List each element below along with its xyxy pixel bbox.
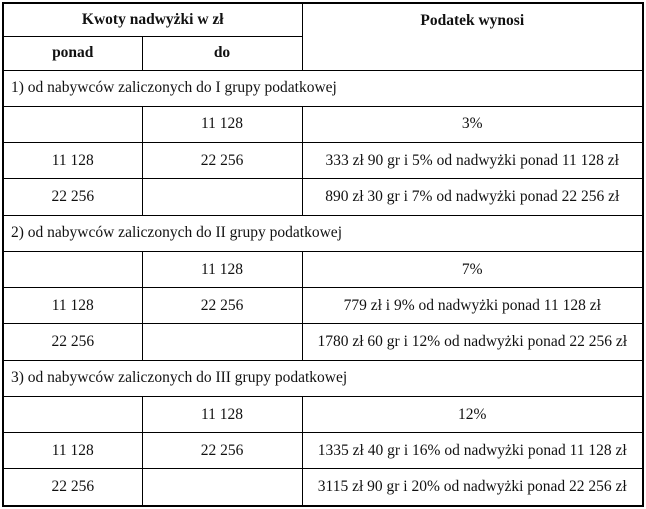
cell-tax: 3115 zł 90 gr i 20% od nadwyżki ponad 22… bbox=[301, 468, 644, 507]
cell-tax: 779 zł i 9% od nadwyżki ponad 11 128 zł bbox=[301, 287, 644, 325]
cell-tax: 1780 zł 60 gr i 12% od nadwyżki ponad 22… bbox=[301, 323, 644, 361]
table-row: 22 256 3115 zł 90 gr i 20% od nadwyżki p… bbox=[2, 468, 644, 507]
cell-to: 11 128 bbox=[141, 250, 303, 289]
cell-to: 22 256 bbox=[141, 432, 303, 470]
table-row: 11 128 22 256 333 zł 90 gr i 5% od nadwy… bbox=[2, 142, 644, 180]
header-over: ponad bbox=[2, 35, 143, 71]
cell-to: 22 256 bbox=[141, 287, 303, 325]
header-tax: Podatek wynosi bbox=[301, 2, 644, 71]
table-row: 11 128 22 256 1335 zł 40 gr i 16% od nad… bbox=[2, 432, 644, 470]
cell-to bbox=[141, 468, 303, 507]
section-title: 1) od nabywców zaliczonych do I grupy po… bbox=[2, 69, 644, 107]
cell-tax: 3% bbox=[301, 105, 644, 144]
section-header-row: 2) od nabywców zaliczonych do II grupy p… bbox=[2, 214, 644, 252]
section-title: 2) od nabywców zaliczonych do II grupy p… bbox=[2, 214, 644, 252]
cell-over: 11 128 bbox=[2, 287, 143, 325]
table-row: 22 256 1780 zł 60 gr i 12% od nadwyżki p… bbox=[2, 323, 644, 361]
cell-over: 11 128 bbox=[2, 142, 143, 180]
table-row: 22 256 890 zł 30 gr i 7% od nadwyżki pon… bbox=[2, 178, 644, 216]
cell-over: 22 256 bbox=[2, 178, 143, 216]
section-header-row: 3) od nabywców zaliczonych do III grupy … bbox=[2, 359, 644, 397]
cell-over: 11 128 bbox=[2, 432, 143, 470]
cell-tax: 890 zł 30 gr i 7% od nadwyżki ponad 22 2… bbox=[301, 178, 644, 216]
header-to: do bbox=[141, 35, 303, 71]
header-amount-group: Kwoty nadwyżki w zł bbox=[2, 2, 303, 37]
cell-over: 22 256 bbox=[2, 323, 143, 361]
cell-over bbox=[2, 250, 143, 289]
table-row: 11 128 22 256 779 zł i 9% od nadwyżki po… bbox=[2, 287, 644, 325]
cell-to: 11 128 bbox=[141, 105, 303, 144]
table-row: 11 128 3% bbox=[2, 105, 644, 144]
cell-over bbox=[2, 395, 143, 434]
cell-to bbox=[141, 323, 303, 361]
cell-to: 11 128 bbox=[141, 395, 303, 434]
section-title: 3) od nabywców zaliczonych do III grupy … bbox=[2, 359, 644, 397]
table-row: 11 128 7% bbox=[2, 250, 644, 289]
table-header-row-1: Kwoty nadwyżki w zł Podatek wynosi bbox=[2, 2, 644, 71]
cell-tax: 12% bbox=[301, 395, 644, 434]
table-header-row-2: ponad do bbox=[2, 35, 643, 71]
cell-to bbox=[141, 178, 303, 216]
cell-tax: 333 zł 90 gr i 5% od nadwyżki ponad 11 1… bbox=[301, 142, 644, 180]
cell-tax: 1335 zł 40 gr i 16% od nadwyżki ponad 11… bbox=[301, 432, 644, 470]
cell-over: 22 256 bbox=[2, 468, 143, 507]
cell-to: 22 256 bbox=[141, 142, 303, 180]
cell-tax: 7% bbox=[301, 250, 644, 289]
section-header-row: 1) od nabywców zaliczonych do I grupy po… bbox=[2, 69, 644, 107]
table-row: 11 128 12% bbox=[2, 395, 644, 434]
cell-over bbox=[2, 105, 143, 144]
